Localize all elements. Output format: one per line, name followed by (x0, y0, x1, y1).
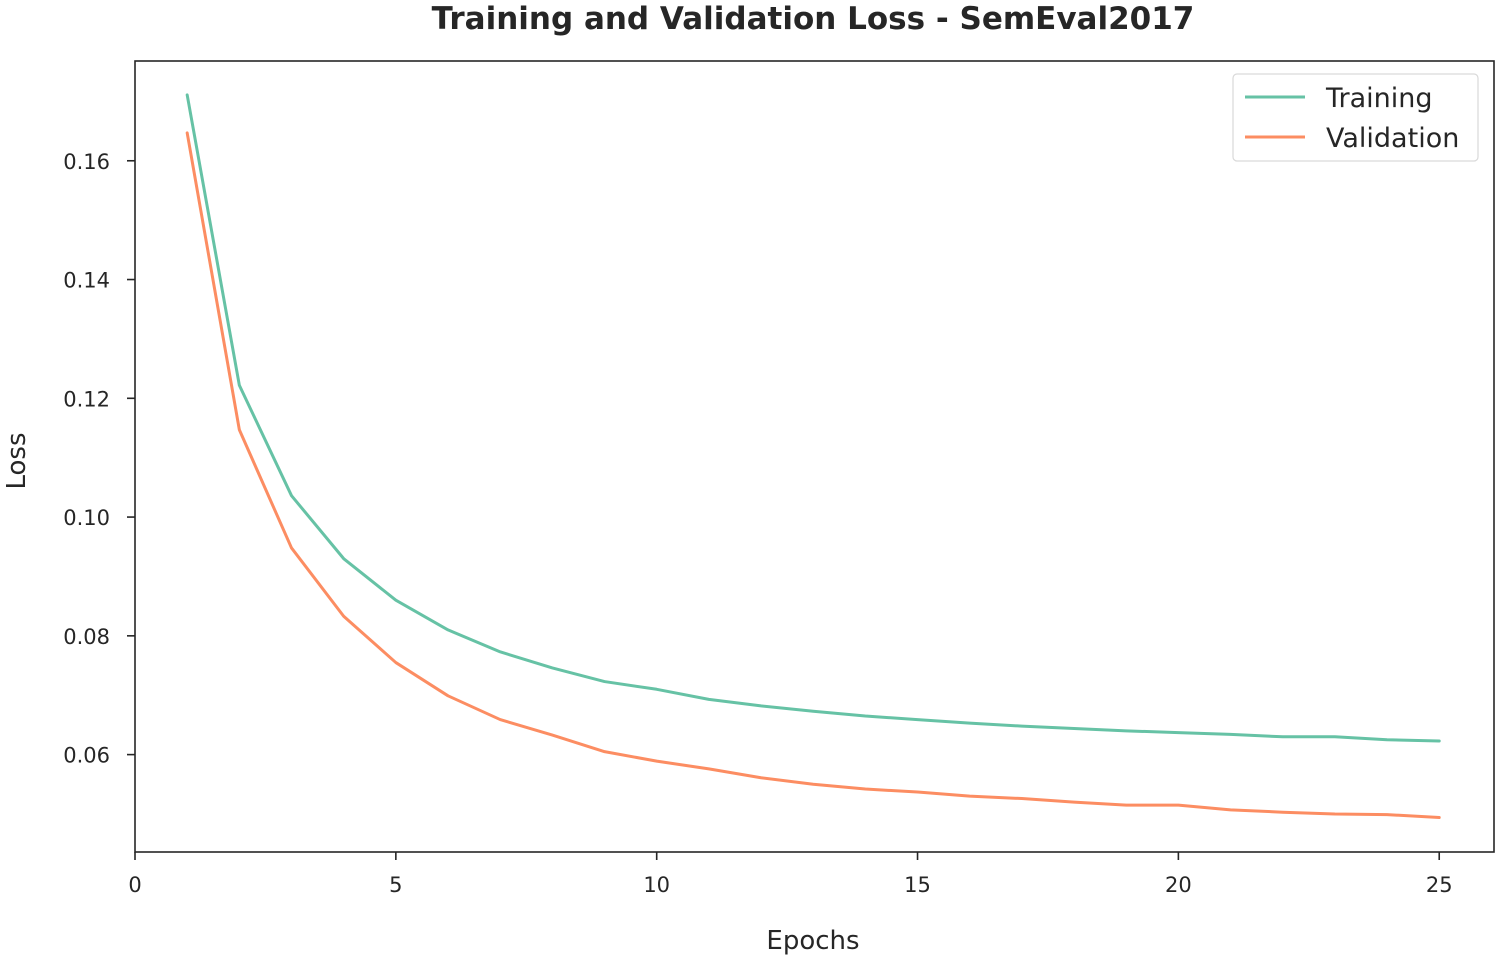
y-tick-label: 0.06 (63, 744, 110, 768)
chart-title: Training and Validation Loss - SemEval20… (432, 1, 1195, 37)
y-tick-label: 0.14 (63, 269, 110, 293)
y-tick-label: 0.10 (63, 506, 110, 530)
y-tick-label: 0.16 (63, 150, 110, 174)
x-tick-label: 10 (643, 873, 670, 897)
legend-label-training: Training (1325, 83, 1433, 114)
x-tick-label: 15 (904, 873, 931, 897)
x-tick-label: 0 (128, 873, 141, 897)
x-axis: 0 5 10 15 20 25 (128, 852, 1453, 897)
x-tick-label: 5 (389, 873, 402, 897)
series-lines (185, 93, 1441, 820)
series-line-training (185, 93, 1441, 743)
y-axis-label: Loss (2, 432, 32, 489)
legend: Training Validation (1232, 73, 1479, 162)
legend-label-validation: Validation (1326, 123, 1459, 154)
y-tick-label: 0.08 (63, 625, 110, 649)
series-line-validation (185, 131, 1441, 820)
x-tick-label: 25 (1426, 873, 1453, 897)
x-axis-label: Epochs (766, 926, 859, 956)
y-axis: 0.06 0.08 0.10 0.12 0.14 0.16 (63, 150, 135, 768)
x-tick-label: 20 (1165, 873, 1192, 897)
plot-area (134, 60, 1495, 853)
y-tick-label: 0.12 (63, 387, 110, 411)
